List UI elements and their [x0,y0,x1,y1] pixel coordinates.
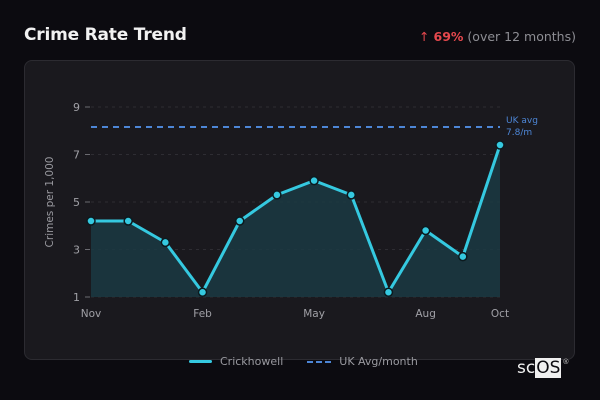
dashed-line-swatch-icon [307,360,332,363]
logo-prefix: sc [517,358,536,378]
series-line-crickhowell [91,144,502,294]
svg-text:Oct: Oct [491,308,509,320]
x-axis: Nov Feb May Aug Oct [81,308,509,320]
page-title: Crime Rate Trend [24,25,187,45]
y-axis-label: Crimes per 1,000 [44,157,56,248]
svg-text:Feb: Feb [193,308,212,320]
legend-label: Crickhowell [220,355,284,368]
legend-item-crickhowell[interactable]: Crickhowell [189,355,283,368]
solid-line-swatch-icon [189,360,212,363]
uk-avg-annotation-line1: UK avg [506,116,538,126]
change-indicator: ↑ 69% (over 12 months) [419,29,576,44]
y-axis: 1 3 5 7 9 [73,101,90,304]
logo-boxed: OS [535,358,562,378]
svg-text:1: 1 [73,291,80,304]
data-points [86,140,505,297]
uk-avg-annotation-line2: 7.8/m [506,128,532,138]
change-period: (over 12 months) [467,29,576,44]
svg-text:May: May [303,308,325,320]
chart-legend: Crickhowell UK Avg/month [189,355,434,368]
trend-up-icon: ↑ [419,29,430,44]
series-area-crickhowell [91,145,500,297]
svg-text:7: 7 [73,149,80,162]
svg-text:5: 5 [73,196,80,209]
svg-text:Nov: Nov [81,308,102,320]
change-percent: 69% [433,29,464,44]
registered-mark-icon: ® [562,358,570,366]
legend-label: UK Avg/month [339,355,418,368]
svg-text:9: 9 [73,101,80,114]
scos-logo: sc OS ® [517,358,569,378]
svg-text:Aug: Aug [415,308,436,320]
svg-text:3: 3 [73,244,80,257]
legend-item-uk-avg[interactable]: UK Avg/month [307,355,418,368]
